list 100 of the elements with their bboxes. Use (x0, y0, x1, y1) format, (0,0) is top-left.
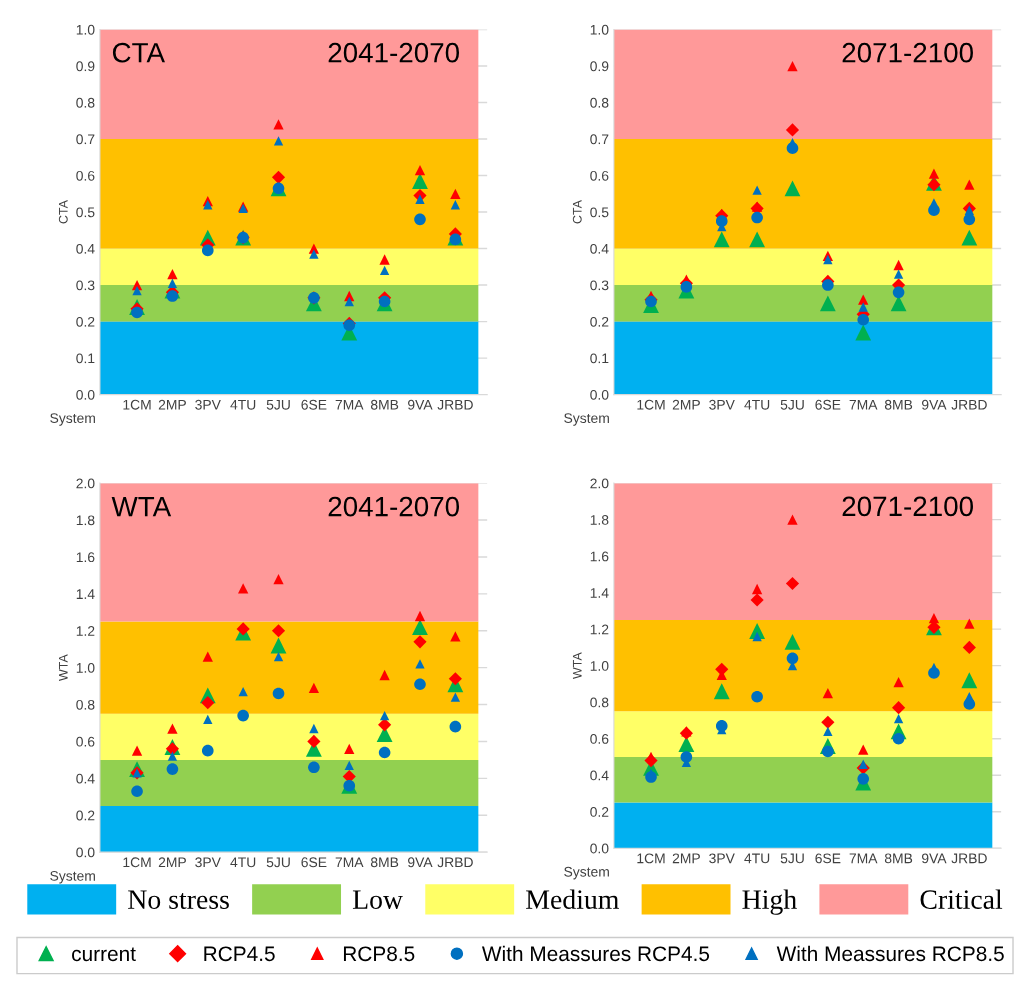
point (713, 231, 730, 248)
point (203, 714, 213, 724)
x-axis-title: System (564, 866, 609, 880)
point (270, 637, 287, 654)
legend-label: current (72, 947, 136, 962)
point (379, 254, 390, 265)
x-tick-label: 8MB (370, 857, 399, 868)
legend-label: With Meassures RCP8.5 (776, 945, 1004, 962)
x-tick-label: 2MP (672, 853, 700, 864)
x-tick-label: 9VA (922, 853, 947, 864)
x-tick-label: 7MA (849, 399, 878, 410)
point (822, 687, 834, 699)
point (132, 285, 142, 296)
point (238, 583, 249, 594)
x-tick-label: 8MB (370, 399, 399, 410)
point (236, 622, 250, 636)
y-tick-label: 0.8 (590, 697, 609, 708)
point (201, 244, 214, 257)
point (379, 669, 390, 681)
x-tick-label: 1CM (637, 853, 665, 864)
point (449, 233, 462, 246)
point (378, 295, 391, 308)
x-tick-label: 6SE (815, 853, 841, 864)
chart-title: 2071-2100 (842, 496, 973, 517)
chart-title: 2071-2100 (842, 42, 973, 63)
legend-label: Low (352, 890, 403, 909)
point (713, 683, 730, 700)
legend-label: RCP4.5 (204, 946, 275, 962)
y-tick-label: 1.8 (590, 514, 609, 525)
x-tick-label: 4TU (744, 399, 770, 410)
y-tick-label: 0.1 (590, 353, 609, 364)
point (750, 593, 764, 607)
point (784, 634, 801, 650)
point (893, 259, 904, 271)
point (784, 180, 801, 197)
y-tick-label: 0.0 (76, 847, 95, 858)
x-tick-label: 6SE (301, 399, 327, 410)
point (412, 619, 428, 635)
point (857, 313, 870, 326)
y-axis-title: CTA (572, 200, 582, 224)
point (308, 682, 320, 694)
x-tick-label: 8MB (884, 399, 913, 410)
y-tick-label: 0.8 (590, 97, 609, 108)
point (823, 726, 833, 737)
point (131, 306, 143, 319)
x-tick-label: 3PV (709, 399, 735, 410)
point (962, 640, 976, 655)
x-tick-label: 4TU (230, 399, 256, 410)
point (928, 168, 940, 179)
x-tick-label: 4TU (230, 857, 256, 868)
y-axis-title: WTA (572, 652, 582, 680)
x-tick-label: 7MA (335, 857, 364, 868)
x-tick-label: JRBD (951, 853, 987, 864)
legend-label: Critical (920, 889, 1003, 909)
y-tick-label: 0.4 (590, 770, 609, 781)
point (858, 302, 868, 312)
point (893, 713, 904, 724)
point (131, 785, 143, 798)
point (857, 773, 870, 785)
y-tick-label: 0.6 (590, 734, 609, 744)
y-tick-label: 0.0 (590, 843, 609, 854)
point (167, 278, 178, 288)
point (201, 744, 214, 757)
point (751, 690, 763, 703)
y-tick-label: 0.8 (76, 699, 95, 710)
y-tick-label: 0.9 (590, 61, 609, 72)
y-tick-label: 1.0 (76, 662, 95, 673)
point (450, 631, 461, 642)
point (892, 701, 906, 715)
y-tick-label: 0.5 (590, 207, 609, 218)
y-tick-label: 0.2 (76, 810, 95, 821)
x-tick-label: JRBD (437, 857, 473, 868)
point (855, 324, 872, 341)
legend-label: RCP8.5 (343, 946, 415, 962)
y-tick-label: 1.2 (590, 624, 609, 635)
point (414, 610, 426, 622)
annotation: CTA (112, 42, 165, 63)
point (414, 213, 426, 226)
point (893, 269, 904, 279)
point (273, 573, 284, 585)
x-axis-title: System (50, 413, 95, 426)
y-axis-title: CTA (58, 200, 68, 224)
point (786, 652, 799, 665)
point (273, 651, 284, 662)
legend-label: High (742, 889, 797, 915)
point (961, 672, 978, 689)
point (202, 651, 213, 662)
point (414, 678, 426, 691)
point (822, 279, 834, 291)
x-tick-label: 8MB (884, 853, 913, 864)
point (964, 692, 974, 702)
x-tick-label: 5JU (780, 853, 804, 864)
y-tick-label: 0.5 (76, 207, 95, 218)
point (414, 164, 426, 176)
point (379, 710, 390, 721)
point (927, 178, 941, 192)
y-tick-label: 1.6 (76, 552, 95, 563)
point (785, 576, 800, 591)
x-tick-label: 7MA (335, 399, 364, 410)
y-tick-label: 0.9 (76, 61, 95, 72)
